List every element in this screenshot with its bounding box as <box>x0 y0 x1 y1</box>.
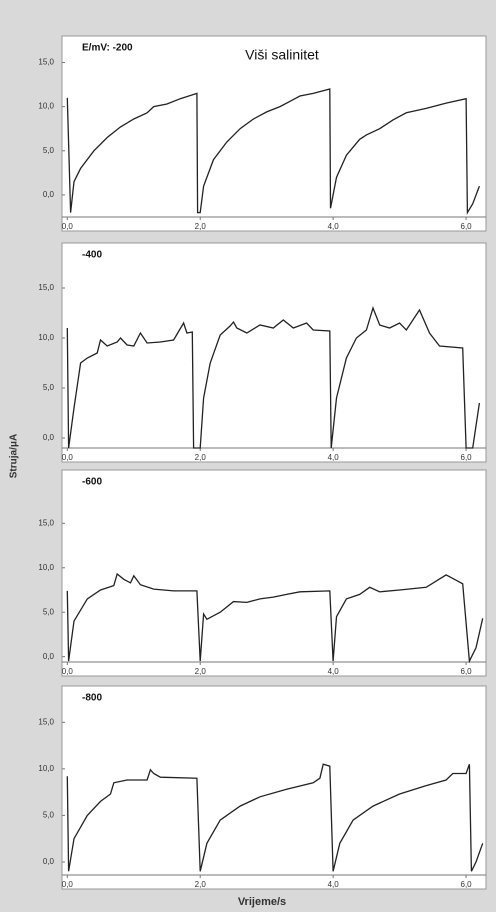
y-tick-label: 0,0 <box>43 433 55 442</box>
x-tick-label: 6,0 <box>461 453 473 462</box>
x-tick-label: 4,0 <box>328 222 340 231</box>
x-tick-label: 4,0 <box>328 667 340 676</box>
y-tick-label: 5,0 <box>43 607 55 616</box>
y-tick-label: 10,0 <box>38 333 54 342</box>
x-tick-label: 6,0 <box>461 667 473 676</box>
x-tick-label: 6,0 <box>461 880 473 889</box>
data-line <box>66 763 484 872</box>
panel <box>61 685 487 890</box>
x-tick-label: 0,0 <box>62 667 74 676</box>
data-line <box>66 306 481 449</box>
x-tick-label: 2,0 <box>195 453 207 462</box>
y-tick-label: 0,0 <box>43 652 55 661</box>
x-tick-label: 0,0 <box>62 222 74 231</box>
panel-label: E/mV: -200 <box>82 43 133 54</box>
y-tick-label: 15,0 <box>38 518 54 527</box>
data-line <box>66 572 484 664</box>
y-tick-label: 5,0 <box>43 811 55 820</box>
y-tick-label: 15,0 <box>38 717 54 726</box>
x-tick-label: 4,0 <box>328 880 340 889</box>
x-tick-label: 0,0 <box>62 453 74 462</box>
y-tick-label: 10,0 <box>38 563 54 572</box>
y-tick-label: 0,0 <box>43 857 55 866</box>
chart-title: Viši salinitet <box>245 47 319 63</box>
panel <box>61 35 487 232</box>
x-tick-label: 4,0 <box>328 453 340 462</box>
panel-label: -800 <box>82 693 102 704</box>
y-tick-label: 10,0 <box>38 764 54 773</box>
y-tick-label: 10,0 <box>38 102 54 111</box>
y-tick-label: 15,0 <box>38 58 54 67</box>
panel-label: -600 <box>82 477 102 488</box>
y-tick-label: 15,0 <box>38 283 54 292</box>
x-tick-label: 2,0 <box>195 667 207 676</box>
x-tick-label: 6,0 <box>461 222 473 231</box>
y-tick-label: 5,0 <box>43 383 55 392</box>
y-tick-label: 0,0 <box>43 190 55 199</box>
x-axis-label: Vrijeme/s <box>238 896 286 908</box>
panel <box>61 469 487 677</box>
data-line <box>66 88 481 215</box>
panel-label: -400 <box>82 250 102 261</box>
x-tick-label: 2,0 <box>195 880 207 889</box>
x-tick-label: 2,0 <box>195 222 207 231</box>
y-axis-label: Struja/μA <box>9 434 20 478</box>
x-tick-label: 0,0 <box>62 880 74 889</box>
panel <box>61 242 487 463</box>
y-tick-label: 5,0 <box>43 146 55 155</box>
